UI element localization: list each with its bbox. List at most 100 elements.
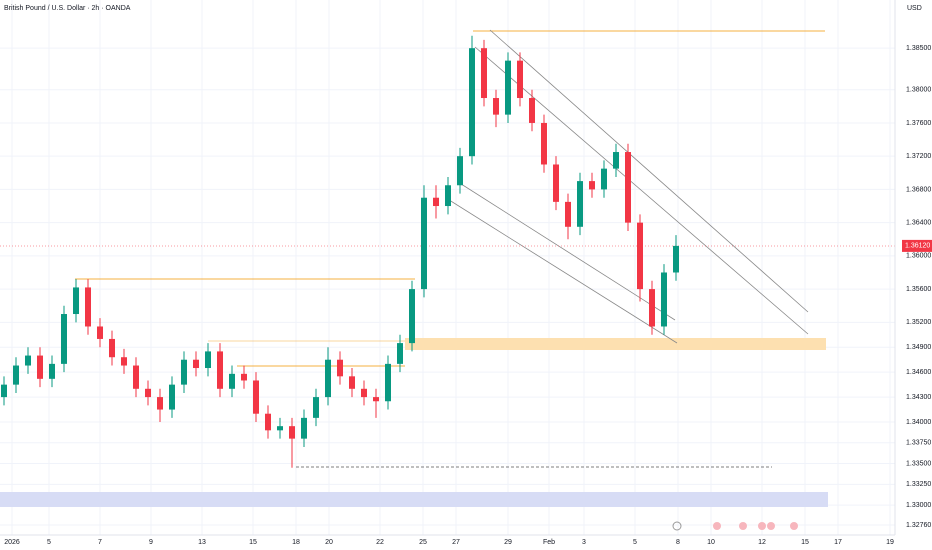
event-icon[interactable] (767, 522, 775, 530)
y-tick-label: 1.33750 (906, 440, 931, 447)
x-tick-label: 19 (886, 539, 894, 546)
event-icon[interactable] (758, 522, 766, 530)
x-tick-label: 18 (292, 539, 300, 546)
candle-body (193, 359, 199, 369)
candle-body (361, 388, 367, 398)
y-tick-label: 1.33000 (906, 502, 931, 509)
candle-body (217, 351, 223, 389)
demand-zone (405, 338, 826, 350)
y-tick-label: 1.32760 (906, 522, 931, 529)
candle-body (13, 365, 19, 385)
event-icon[interactable] (713, 522, 721, 530)
candle-body (553, 164, 559, 202)
candle-body (289, 426, 295, 439)
candle-body (133, 365, 139, 389)
candle-body (97, 326, 103, 339)
x-tick-label: 20 (325, 539, 333, 546)
x-tick-label: 2026 (4, 539, 20, 546)
y-tick-label: 1.36800 (906, 186, 931, 193)
candle-body (625, 152, 631, 223)
candle-body (157, 397, 163, 410)
candle-body (337, 359, 343, 377)
x-tick-label: 12 (758, 539, 766, 546)
candle-body (589, 181, 595, 190)
candle-body (445, 185, 451, 207)
x-tick-label: 9 (149, 539, 153, 546)
candle-body (505, 60, 511, 115)
candle-body (661, 272, 667, 327)
y-tick-label: 1.34600 (906, 369, 931, 376)
x-tick-label: Feb (543, 539, 555, 546)
y-tick-label: 1.34900 (906, 344, 931, 351)
y-tick-label: 1.36000 (906, 253, 931, 260)
candle-body (493, 98, 499, 115)
candle-body (613, 152, 619, 169)
candle-body (577, 181, 583, 227)
candle-body (373, 397, 379, 402)
candle-body (73, 287, 79, 315)
candle-body (349, 376, 355, 389)
candle-body (673, 245, 679, 273)
candle-body (61, 314, 67, 364)
candle-body (397, 343, 403, 364)
candle-body (25, 355, 31, 366)
x-tick-label: 10 (707, 539, 715, 546)
y-tick-label: 1.38500 (906, 45, 931, 52)
candle-body (325, 359, 331, 398)
x-tick-label: 17 (834, 539, 842, 546)
candle-body (529, 98, 535, 123)
x-tick-label: 25 (419, 539, 427, 546)
event-icon[interactable] (672, 521, 682, 531)
candle-body (277, 426, 283, 431)
y-tick-label: 1.34000 (906, 419, 931, 426)
x-tick-label: 5 (633, 539, 637, 546)
candle-body (313, 397, 319, 418)
x-tick-label: 13 (198, 539, 206, 546)
channel-line (474, 46, 809, 335)
candle-body (253, 380, 259, 414)
candle-body (421, 197, 427, 290)
x-tick-label: 22 (376, 539, 384, 546)
candle-body (481, 48, 487, 99)
candle-body (49, 363, 55, 379)
candle-body (169, 384, 175, 410)
candle-body (265, 413, 271, 431)
y-tick-label: 1.37200 (906, 153, 931, 160)
x-tick-label: 27 (452, 539, 460, 546)
candle-body (145, 388, 151, 398)
candle-body (565, 201, 571, 227)
support-zone (0, 492, 828, 507)
x-tick-label: 7 (98, 539, 102, 546)
candle-body (109, 338, 115, 358)
candle-body (1, 384, 7, 398)
channel-line (445, 197, 678, 344)
y-tick-label: 1.33250 (906, 481, 931, 488)
x-tick-label: 15 (801, 539, 809, 546)
candle-body (85, 287, 91, 327)
candle-body (517, 60, 523, 99)
y-tick-label: 1.36400 (906, 219, 931, 226)
event-icon[interactable] (790, 522, 798, 530)
x-tick-label: 8 (676, 539, 680, 546)
y-tick-label: 1.35200 (906, 319, 931, 326)
candle-body (433, 197, 439, 207)
last-price-box (902, 239, 932, 252)
channel-line (457, 181, 676, 321)
candle-body (457, 156, 463, 186)
candle-body (181, 359, 187, 385)
candle-body (241, 373, 247, 381)
y-tick-label: 1.33500 (906, 460, 931, 467)
y-tick-label: 1.38000 (906, 87, 931, 94)
candles (1, 35, 679, 468)
candle-body (229, 373, 235, 389)
candle-body (37, 355, 43, 379)
event-icon[interactable] (739, 522, 747, 530)
x-tick-label: 15 (249, 539, 257, 546)
x-tick-label: 29 (504, 539, 512, 546)
candle-body (601, 168, 607, 190)
y-tick-label: 1.37600 (906, 120, 931, 127)
candle-body (637, 222, 643, 290)
currency: USD (907, 5, 922, 12)
